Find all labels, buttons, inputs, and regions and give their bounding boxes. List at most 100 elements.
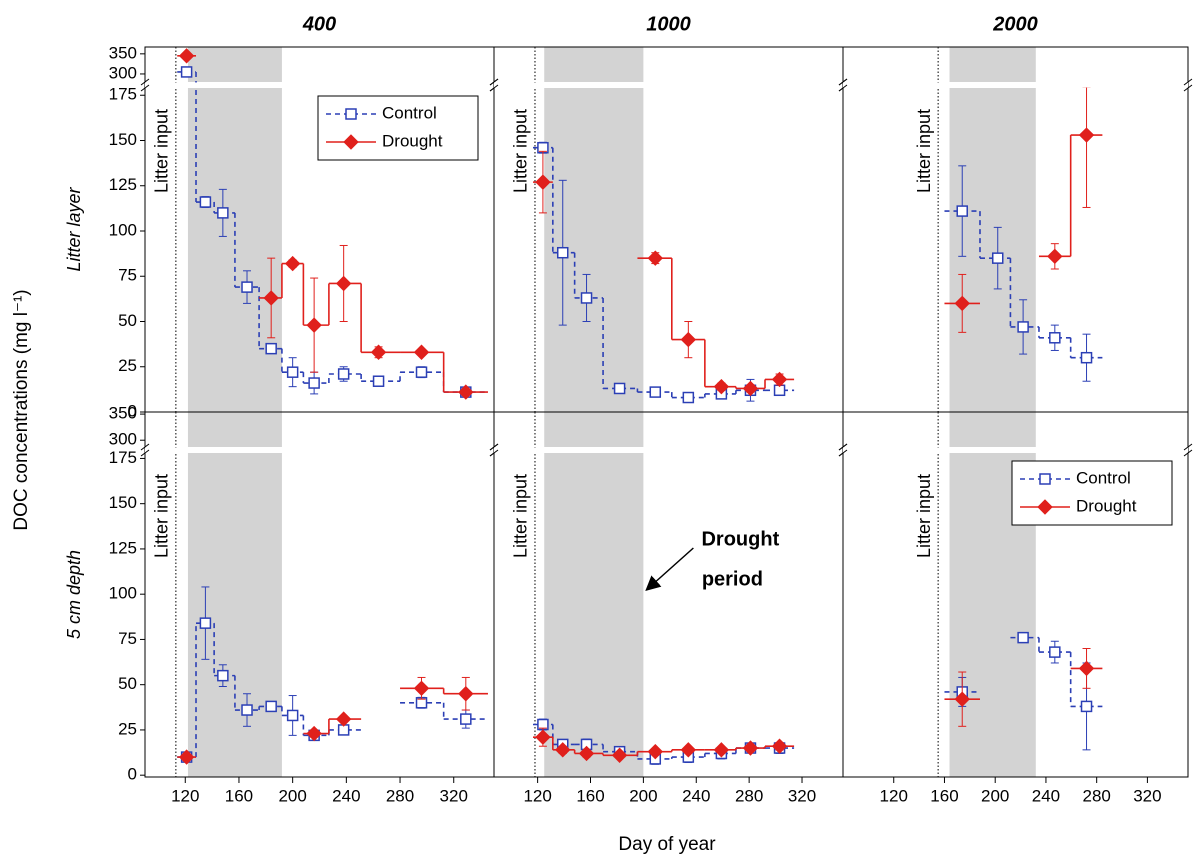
marker [647,743,663,760]
marker [335,275,352,292]
marker [578,745,595,762]
legend-box [1011,460,1173,526]
marker [535,174,551,190]
axis-break [494,82,843,88]
marker [1049,646,1061,658]
break-mark [1183,449,1193,457]
marker [413,344,430,360]
y-tick-label: 125 [109,175,137,194]
marker [199,617,212,629]
x-tick-label: 240 [1032,786,1060,805]
legend-label: Control [382,103,437,122]
marker [1078,660,1095,677]
marker [742,740,759,756]
drought-band [187,412,282,777]
marker [535,729,551,745]
marker [178,749,195,765]
marker [742,380,759,397]
break-mark [489,449,499,457]
legend-marker [1037,499,1053,515]
annotation: period [702,568,763,590]
y-tick-label: 175 [109,85,137,104]
x-tick-label: 160 [576,786,604,805]
marker [265,342,277,355]
marker [217,207,229,219]
axis-break [145,82,494,88]
y-tick-label: 25 [118,719,137,738]
marker [180,66,193,78]
y-tick-label: 150 [109,493,137,512]
break-mark [1183,443,1193,451]
y-tick-label: 150 [109,130,137,149]
break-mark [1183,84,1193,92]
legend-label: Control [1076,468,1131,487]
marker [263,290,279,306]
y-tick-label: 75 [118,266,137,285]
break-mark [1183,78,1193,86]
break-mark [838,443,848,451]
legend-box [317,95,479,161]
marker [460,713,472,725]
legend-label: Drought [382,131,443,150]
break-mark [140,449,150,457]
marker [217,669,229,682]
marker [555,742,571,758]
marker [265,700,277,713]
x-tick-label: 280 [735,786,763,805]
legend-marker [343,134,359,150]
marker [771,738,788,754]
marker [613,382,626,395]
marker [458,686,474,702]
marker [306,725,322,742]
legend-marker [1039,473,1051,485]
marker [1017,631,1029,644]
break-mark [489,78,499,86]
marker [649,386,662,398]
drought-band [544,412,644,777]
marker [580,292,593,304]
marker [1047,248,1063,265]
marker [286,366,299,378]
x-tick-label: 160 [225,786,253,805]
marker [337,368,350,380]
y-tick-label: 0 [128,401,137,420]
row-label: 5 cm depth [64,550,84,639]
x-tick-label: 120 [523,786,551,805]
column-title: 1000 [646,13,691,35]
marker [241,704,253,716]
marker [284,255,301,272]
x-axis-label: Day of year [618,834,716,855]
marker [1080,351,1093,364]
y-axis-label: DOC concentrations (mg l⁻¹) [11,289,32,530]
marker [991,252,1004,264]
marker [372,375,385,387]
x-tick-label: 320 [788,786,816,805]
break-mark [140,443,150,451]
marker [1017,321,1029,333]
y-tick-label: 75 [118,629,137,648]
y-tick-label: 125 [109,538,137,557]
x-tick-label: 200 [981,786,1009,805]
litter-input-label: Litter input [914,109,934,193]
drought-band [544,47,644,412]
marker [415,366,428,378]
marker [713,378,730,395]
y-tick-label: 50 [118,674,137,693]
litter-input-label: Litter input [152,474,172,558]
annotation-arrow [645,547,694,591]
litter-input-label: Litter input [511,109,531,193]
litter-input-label: Litter input [152,109,172,193]
marker [1049,332,1061,344]
break-mark [838,449,848,457]
marker [556,246,569,259]
x-tick-label: 200 [278,786,306,805]
marker [306,317,322,333]
litter-input-label: Litter input [511,474,531,558]
break-mark [140,78,150,86]
marker [370,344,387,360]
marker [1080,700,1093,713]
y-tick-label: 25 [118,356,137,375]
x-tick-label: 120 [171,786,199,805]
y-tick-label: 350 [109,404,137,423]
y-tick-label: 100 [109,220,137,239]
